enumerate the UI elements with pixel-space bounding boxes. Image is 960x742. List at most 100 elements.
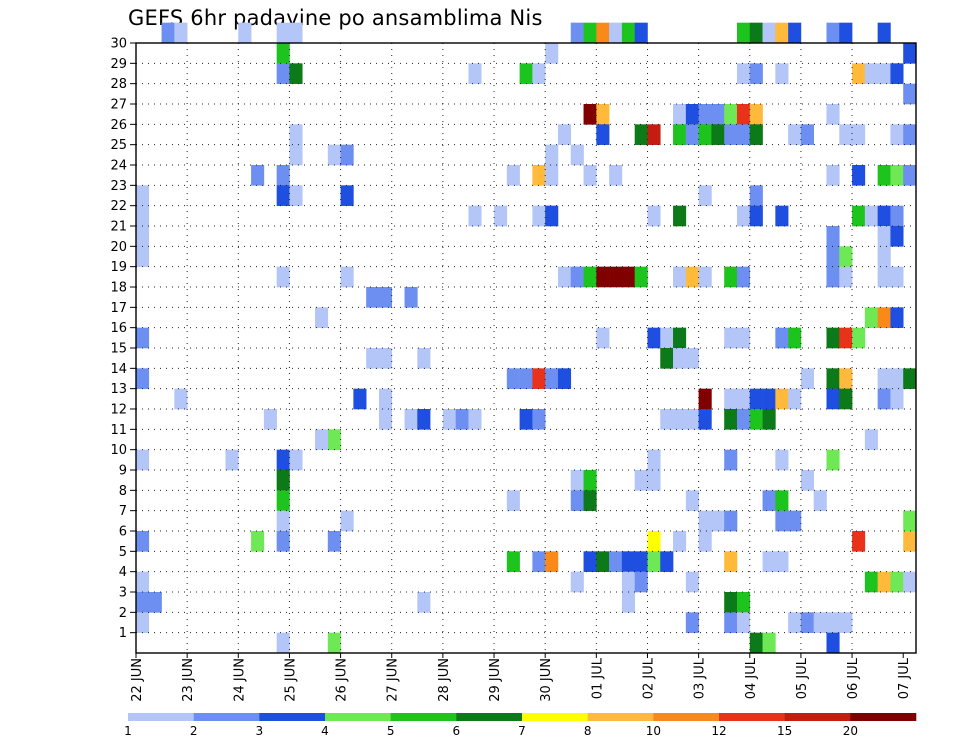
heatmap-cell <box>877 22 891 44</box>
heatmap-cell <box>775 388 789 410</box>
heatmap-cell <box>724 104 738 125</box>
heatmap-cell <box>647 470 661 491</box>
heatmap-cell <box>749 205 763 227</box>
heatmap-cell <box>340 185 354 206</box>
heatmap-cell <box>660 551 674 572</box>
heatmap-cell <box>276 43 290 64</box>
heatmap-cell <box>532 551 546 572</box>
heatmap-cell <box>136 185 150 206</box>
heatmap-cell <box>545 205 559 227</box>
heatmap-cell <box>826 368 840 389</box>
heatmap-cell <box>276 266 290 288</box>
y-tick-label: 12 <box>110 403 127 418</box>
heatmap-cell <box>442 409 456 430</box>
heatmap-cell <box>583 22 597 44</box>
heatmap-cell <box>724 592 738 613</box>
legend-label: 7 <box>518 724 526 738</box>
heatmap-cell <box>596 266 610 288</box>
heatmap-cell <box>762 632 776 654</box>
legend-swatch <box>784 713 851 721</box>
heatmap-cell <box>826 449 840 471</box>
heatmap-cell <box>532 165 546 186</box>
heatmap-cell <box>877 246 891 267</box>
heatmap-cell <box>788 388 802 410</box>
chart-title: GEFS 6hr padavine po ansamblima Nis <box>128 6 543 30</box>
heatmap-cell <box>455 409 469 430</box>
heatmap-cell <box>174 22 188 44</box>
heatmap-cell <box>890 368 904 389</box>
heatmap-cell <box>724 124 738 145</box>
heatmap-cell <box>903 531 917 552</box>
y-tick-label: 1 <box>119 626 127 641</box>
heatmap-cell <box>161 22 175 44</box>
heatmap-cell <box>276 165 290 186</box>
heatmap-cell <box>877 165 891 186</box>
heatmap-cell <box>826 266 840 288</box>
heatmap-cell <box>839 246 853 267</box>
heatmap-cell <box>621 592 635 613</box>
heatmap-cell <box>852 327 866 349</box>
heatmap-cell <box>724 449 738 471</box>
x-tick-label: 26 JUN <box>335 658 350 702</box>
heatmap-cell <box>468 205 482 227</box>
heatmap-cell <box>276 510 290 532</box>
heatmap-cell <box>468 63 482 84</box>
heatmap-cell <box>903 124 917 145</box>
heatmap-cell <box>506 551 520 572</box>
heatmap-cell <box>762 22 776 44</box>
heatmap-cell <box>647 124 661 145</box>
heatmap-cell <box>749 185 763 206</box>
y-tick-label: 27 <box>110 98 127 113</box>
heatmap-cell <box>289 144 303 166</box>
heatmap-cell <box>711 124 725 145</box>
heatmap-cell <box>468 409 482 430</box>
heatmap-cell <box>775 22 789 44</box>
heatmap-cell <box>136 592 150 613</box>
heatmap-cell <box>890 63 904 84</box>
heatmap-cell <box>775 449 789 471</box>
heatmap-cell <box>736 104 751 125</box>
heatmap-cell <box>762 490 776 511</box>
x-tick-label: 23 JUN <box>181 658 196 702</box>
y-tick-label: 24 <box>110 159 127 174</box>
heatmap-cell <box>749 632 763 654</box>
heatmap-cell <box>596 22 610 44</box>
heatmap-cell <box>903 571 917 593</box>
heatmap-cell <box>736 63 751 84</box>
heatmap-cell <box>864 571 878 593</box>
heatmap-cell <box>276 632 290 654</box>
heatmap-cell <box>545 551 559 572</box>
heatmap-cell <box>800 470 815 491</box>
heatmap-cell <box>263 409 277 430</box>
heatmap-cell <box>570 490 584 511</box>
legend-swatch <box>850 713 917 721</box>
heatmap-cell <box>685 490 699 511</box>
y-tick-label: 21 <box>110 220 127 235</box>
x-tick-label: 28 JUN <box>437 658 452 702</box>
heatmap-cell <box>736 22 751 44</box>
heatmap-cell <box>136 226 150 247</box>
heatmap-cell <box>506 490 520 511</box>
heatmap-cell <box>673 104 687 125</box>
heatmap-cell <box>417 409 431 430</box>
heatmap-cell <box>685 409 699 430</box>
heatmap-cell <box>136 571 150 593</box>
heatmap-cell <box>378 388 393 410</box>
heatmap-cell <box>545 165 559 186</box>
y-tick-label: 3 <box>119 586 127 601</box>
heatmap-cell <box>583 104 597 125</box>
heatmap-cell <box>327 531 341 552</box>
heatmap-cell <box>660 348 674 369</box>
heatmap-cell <box>736 388 751 410</box>
heatmap-cell <box>251 165 265 186</box>
heatmap-cell <box>788 510 802 532</box>
heatmap-cell <box>532 409 546 430</box>
heatmap-cell <box>174 388 188 410</box>
heatmap-cell <box>890 571 904 593</box>
heatmap-cell <box>673 348 687 369</box>
heatmap-cell <box>276 470 290 491</box>
heatmap-cell <box>276 185 290 206</box>
heatmap-cell <box>762 551 776 572</box>
y-tick-label: 17 <box>110 301 127 316</box>
